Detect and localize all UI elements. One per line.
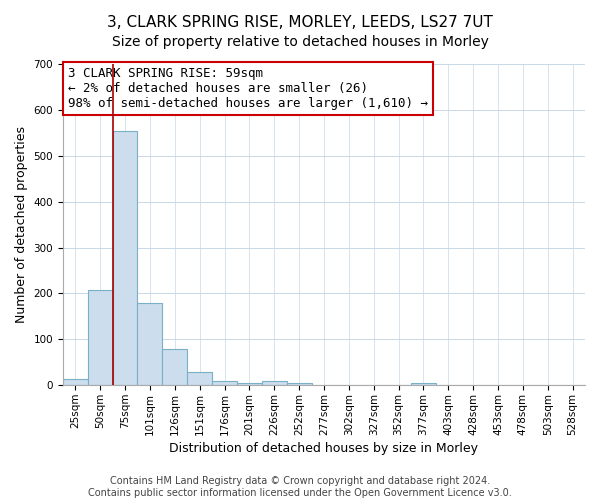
Text: 3, CLARK SPRING RISE, MORLEY, LEEDS, LS27 7UT: 3, CLARK SPRING RISE, MORLEY, LEEDS, LS2… — [107, 15, 493, 30]
Bar — [187, 372, 212, 386]
Bar — [262, 380, 287, 386]
Bar — [137, 302, 163, 386]
X-axis label: Distribution of detached houses by size in Morley: Distribution of detached houses by size … — [169, 442, 478, 455]
Bar — [63, 380, 88, 386]
Bar — [212, 380, 237, 386]
Bar — [237, 383, 262, 386]
Y-axis label: Number of detached properties: Number of detached properties — [15, 126, 28, 323]
Bar — [163, 350, 187, 386]
Text: Contains HM Land Registry data © Crown copyright and database right 2024.
Contai: Contains HM Land Registry data © Crown c… — [88, 476, 512, 498]
Bar — [287, 383, 311, 386]
Bar — [88, 290, 113, 386]
Bar — [411, 383, 436, 386]
Text: 3 CLARK SPRING RISE: 59sqm
← 2% of detached houses are smaller (26)
98% of semi-: 3 CLARK SPRING RISE: 59sqm ← 2% of detac… — [68, 67, 428, 110]
Text: Size of property relative to detached houses in Morley: Size of property relative to detached ho… — [112, 35, 488, 49]
Bar — [113, 132, 137, 386]
